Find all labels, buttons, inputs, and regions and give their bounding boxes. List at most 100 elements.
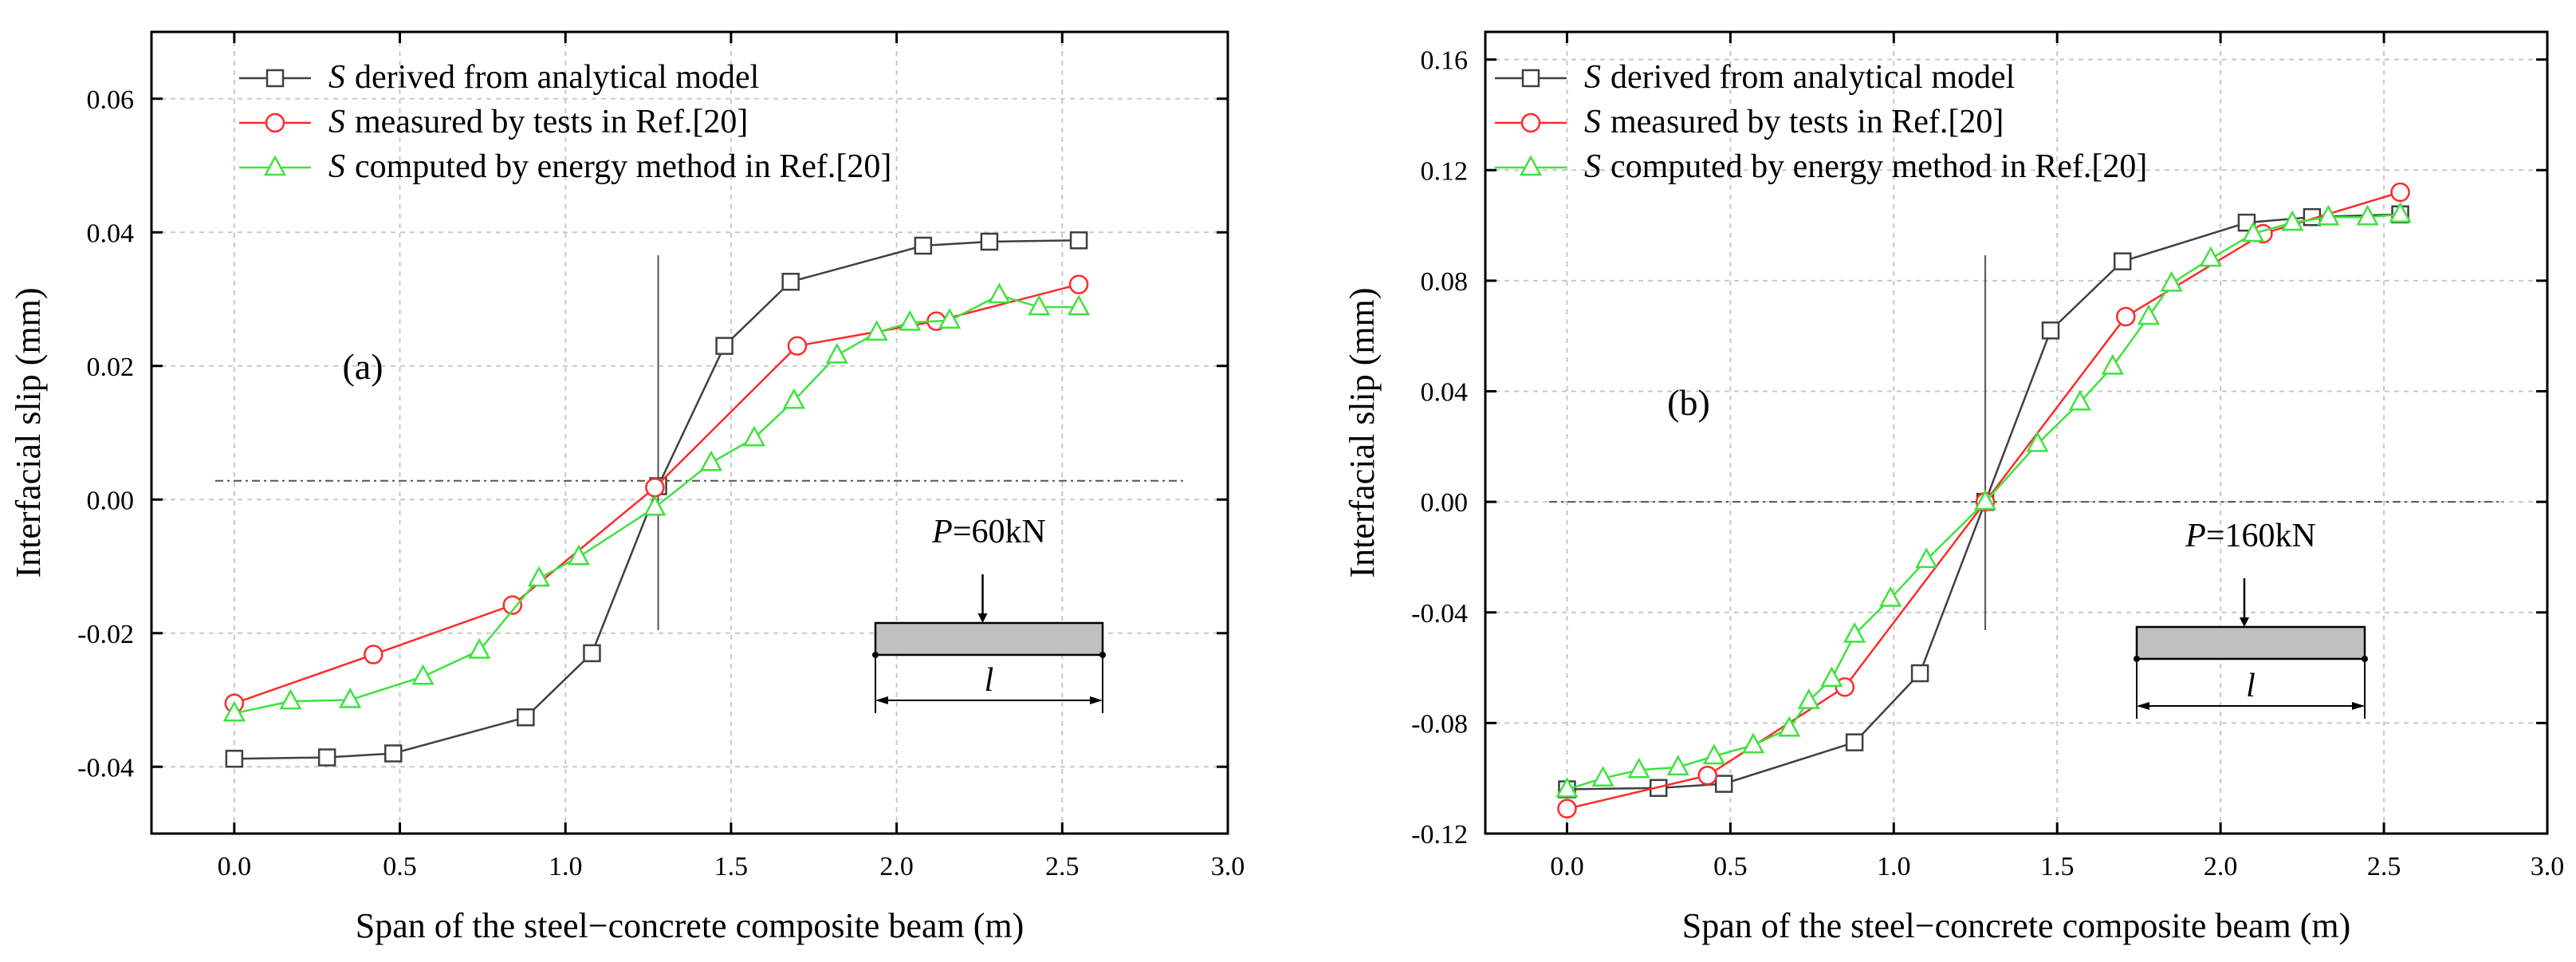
data-point-square bbox=[1069, 231, 1088, 250]
y-tick-label: -0.04 bbox=[1411, 599, 1468, 629]
legend-symbol: S bbox=[1584, 148, 1601, 185]
y-tick-label: -0.04 bbox=[77, 753, 134, 783]
data-point-triangle bbox=[2101, 353, 2125, 375]
data-point-circle bbox=[2116, 306, 2136, 327]
data-point-square bbox=[2041, 321, 2060, 340]
data-point-triangle bbox=[1666, 755, 1689, 776]
beam-support-left bbox=[872, 652, 879, 658]
legend-symbol: S bbox=[328, 59, 345, 96]
data-point-triangle bbox=[1879, 585, 1902, 607]
data-point-circle bbox=[645, 477, 665, 498]
y-tick-label: 0.04 bbox=[1421, 378, 1469, 408]
x-tick-label: 1.0 bbox=[1877, 852, 1911, 881]
x-tick-label: 1.5 bbox=[714, 852, 749, 881]
load-arrow-head bbox=[2240, 617, 2249, 627]
data-point-square bbox=[1714, 775, 1733, 793]
data-point-triangle bbox=[938, 308, 962, 329]
legend-marker-triangle bbox=[263, 155, 287, 176]
legend-label: measured by tests in Ref.[20] bbox=[1610, 104, 2004, 140]
data-point-triangle bbox=[527, 566, 551, 587]
legend-marker-triangle bbox=[1519, 155, 1543, 176]
data-point-triangle bbox=[1067, 294, 1091, 316]
data-point-triangle bbox=[1915, 547, 1938, 569]
data-point-triangle bbox=[222, 700, 246, 722]
legend-label: computed by energy method in Ref.[20] bbox=[1610, 148, 2147, 185]
data-point-square bbox=[715, 337, 733, 355]
data-point-triangle bbox=[279, 688, 302, 710]
legend-marker-square bbox=[1521, 69, 1540, 88]
legend-marker-square bbox=[265, 69, 285, 88]
data-point-triangle bbox=[2026, 431, 2049, 452]
panel-label: (b) bbox=[1667, 382, 1710, 423]
data-point-triangle bbox=[742, 425, 766, 447]
x-tick-label: 0.5 bbox=[1713, 852, 1748, 881]
data-point-circle bbox=[364, 645, 383, 664]
legend-marker-circle bbox=[265, 112, 285, 133]
x-tick-label: 2.0 bbox=[879, 852, 914, 881]
data-point-square bbox=[914, 236, 933, 255]
legend-symbol: S bbox=[328, 148, 345, 185]
dim-arrow-left bbox=[875, 696, 888, 704]
data-point-square bbox=[1845, 733, 1864, 751]
span-label: l bbox=[2246, 668, 2255, 704]
data-point-triangle bbox=[2137, 304, 2161, 325]
x-tick-label: 0.0 bbox=[218, 852, 252, 881]
dim-arrow-right bbox=[1090, 696, 1103, 704]
data-point-square bbox=[317, 748, 336, 767]
dim-arrow-left bbox=[2137, 702, 2149, 710]
load-label: P=60kN bbox=[931, 514, 1046, 550]
legend-label: measured by tests in Ref.[20] bbox=[355, 104, 748, 140]
data-point-triangle bbox=[1973, 489, 1997, 511]
data-point-triangle bbox=[339, 687, 362, 708]
data-point-triangle bbox=[782, 388, 805, 409]
data-point-square bbox=[2113, 252, 2132, 270]
data-point-circle bbox=[1068, 274, 1089, 294]
data-point-triangle bbox=[2160, 270, 2183, 292]
data-point-triangle bbox=[1555, 776, 1579, 798]
data-point-triangle bbox=[2242, 221, 2265, 242]
load-symbol: P bbox=[931, 514, 953, 550]
x-axis-label: Span of the steel−concrete composite bea… bbox=[356, 906, 1025, 945]
y-tick-label: 0.04 bbox=[87, 219, 135, 248]
x-tick-label: 2.5 bbox=[1045, 852, 1080, 881]
span-label: l bbox=[985, 662, 994, 699]
data-point-triangle bbox=[2068, 389, 2092, 411]
beam-support-left bbox=[2134, 656, 2140, 662]
data-point-triangle bbox=[2199, 246, 2222, 267]
data-point-circle bbox=[1697, 765, 1717, 786]
data-point-triangle bbox=[643, 495, 667, 516]
data-point-circle bbox=[502, 595, 523, 615]
data-point-square bbox=[980, 232, 999, 251]
y-tick-label: -0.12 bbox=[1411, 820, 1468, 850]
data-point-square bbox=[517, 708, 535, 727]
y-tick-label: 0.08 bbox=[1421, 267, 1469, 297]
x-tick-label: 3.0 bbox=[1211, 852, 1245, 881]
data-point-triangle bbox=[2281, 210, 2304, 231]
y-tick-label: 0.16 bbox=[1421, 46, 1469, 76]
legend-symbol: S bbox=[1584, 59, 1601, 96]
data-point-circle bbox=[787, 336, 808, 356]
load-value: =160kN bbox=[2206, 518, 2316, 554]
data-point-triangle bbox=[411, 664, 435, 685]
data-point-square bbox=[1910, 664, 1929, 683]
x-tick-label: 1.5 bbox=[2040, 852, 2075, 881]
data-point-triangle bbox=[1627, 757, 1650, 779]
panel-label: (a) bbox=[342, 346, 383, 387]
legend-symbol: S bbox=[328, 104, 345, 140]
data-point-triangle bbox=[1702, 743, 1725, 765]
data-point-circle bbox=[2390, 182, 2410, 203]
legend-label: computed by energy method in Ref.[20] bbox=[355, 148, 891, 185]
chart-panel-b: 0.0 0.5 1.0 1.5 2.0 2.5 3.0 -0.12 -0.08 -0.04 0.00… bbox=[1343, 30, 2564, 945]
x-axis-label: Span of the steel−concrete composite bea… bbox=[1682, 906, 2351, 945]
y-tick-label: 0.00 bbox=[87, 486, 135, 515]
legend-marker-circle bbox=[1520, 112, 1541, 133]
data-point-triangle bbox=[1778, 716, 1801, 737]
beam-inset: P=160kN l bbox=[2134, 518, 2368, 719]
y-tick-label: 0.00 bbox=[1421, 488, 1469, 518]
legend-label: derived from analytical model bbox=[355, 59, 759, 96]
plot-frame bbox=[150, 30, 1229, 835]
